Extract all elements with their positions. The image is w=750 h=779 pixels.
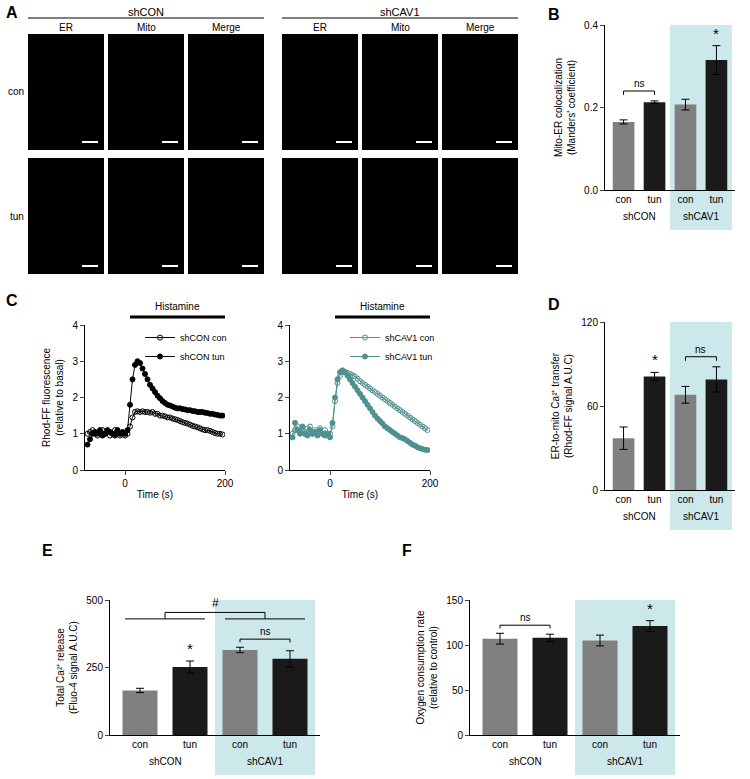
svg-text:Merge: Merge xyxy=(212,22,241,33)
svg-text:shCAV1 tun: shCAV1 tun xyxy=(385,352,432,362)
svg-text:200: 200 xyxy=(217,478,234,489)
svg-text:0.0: 0.0 xyxy=(584,185,598,196)
svg-text:ER: ER xyxy=(313,22,327,33)
svg-text:shCON con: shCON con xyxy=(180,333,227,343)
svg-text:Mito: Mito xyxy=(137,22,156,33)
svg-text:250: 250 xyxy=(86,662,103,673)
svg-text:con: con xyxy=(232,739,248,750)
svg-text:1: 1 xyxy=(72,428,78,439)
svg-text:tun: tun xyxy=(183,739,197,750)
svg-text:200: 200 xyxy=(422,478,439,489)
svg-text:ns: ns xyxy=(695,344,706,355)
svg-text:Rhod-FF fluorescence(relative: Rhod-FF fluorescence(relative to basal) xyxy=(41,348,65,447)
svg-text:shCAV1: shCAV1 xyxy=(380,6,420,18)
svg-text:0.4: 0.4 xyxy=(584,20,598,31)
svg-text:tun: tun xyxy=(10,211,24,222)
svg-text:Mito: Mito xyxy=(391,22,410,33)
svg-text:shCON tun: shCON tun xyxy=(180,352,225,362)
svg-text:con: con xyxy=(8,86,24,97)
svg-text:F: F xyxy=(402,542,412,559)
svg-text:0.2: 0.2 xyxy=(584,102,598,113)
svg-text:tun: tun xyxy=(709,494,723,505)
svg-text:0: 0 xyxy=(457,730,463,741)
svg-text:ns: ns xyxy=(260,626,271,637)
svg-text:ER: ER xyxy=(59,22,73,33)
svg-text:shCAV1: shCAV1 xyxy=(247,756,283,767)
svg-text:tun: tun xyxy=(648,194,662,205)
svg-text:shCAV1: shCAV1 xyxy=(607,756,643,767)
svg-text:Total Ca²⁺ release(Fluo-4 sign: Total Ca²⁺ release(Fluo-4 signal A.U.C) xyxy=(55,621,79,714)
svg-text:60: 60 xyxy=(587,401,599,412)
svg-text:C: C xyxy=(6,292,18,309)
svg-text:tun: tun xyxy=(709,194,723,205)
svg-text:ns: ns xyxy=(520,612,531,623)
svg-text:Oxygen consumption rate(relati: Oxygen consumption rate(relative to cont… xyxy=(415,610,439,724)
svg-text:E: E xyxy=(42,542,53,559)
svg-text:Histamine: Histamine xyxy=(155,301,200,312)
svg-text:ER-to-mito Ca²⁺ transfer(Rhod-: ER-to-mito Ca²⁺ transfer(Rhod-FF signal … xyxy=(550,352,574,459)
svg-text:0: 0 xyxy=(72,465,78,476)
svg-text:0: 0 xyxy=(122,478,128,489)
svg-text:*: * xyxy=(187,640,193,657)
svg-text:4: 4 xyxy=(277,320,283,331)
svg-text:shCAV1: shCAV1 xyxy=(683,211,719,222)
svg-text:*: * xyxy=(647,600,653,617)
svg-text:shCON: shCON xyxy=(623,511,656,522)
svg-text:con: con xyxy=(677,194,693,205)
svg-text:shCON: shCON xyxy=(128,6,164,18)
svg-text:Merge: Merge xyxy=(466,22,495,33)
svg-text:A: A xyxy=(6,4,18,21)
svg-text:Histamine: Histamine xyxy=(360,301,405,312)
svg-text:shCON: shCON xyxy=(149,756,182,767)
svg-text:4: 4 xyxy=(72,320,78,331)
svg-text:150: 150 xyxy=(446,595,463,606)
svg-text:shCON: shCON xyxy=(623,211,656,222)
svg-text:2: 2 xyxy=(277,392,283,403)
svg-text:con: con xyxy=(616,194,632,205)
svg-text:100: 100 xyxy=(446,640,463,651)
svg-text:tun: tun xyxy=(643,739,657,750)
svg-text:3: 3 xyxy=(277,356,283,367)
svg-text:500: 500 xyxy=(86,595,103,606)
svg-text:0: 0 xyxy=(97,730,103,741)
svg-text:120: 120 xyxy=(581,317,598,328)
svg-text:50: 50 xyxy=(452,685,464,696)
svg-text:con: con xyxy=(592,739,608,750)
svg-text:2: 2 xyxy=(72,392,78,403)
svg-text:ns: ns xyxy=(634,78,645,89)
svg-text:con: con xyxy=(132,739,148,750)
svg-text:0: 0 xyxy=(592,485,598,496)
svg-text:3: 3 xyxy=(72,356,78,367)
svg-text:con: con xyxy=(492,739,508,750)
svg-text:D: D xyxy=(548,296,560,313)
svg-text:tun: tun xyxy=(283,739,297,750)
svg-text:tun: tun xyxy=(648,494,662,505)
svg-text:0: 0 xyxy=(277,465,283,476)
svg-text:B: B xyxy=(548,6,560,23)
svg-text:*: * xyxy=(652,351,658,368)
svg-text:1: 1 xyxy=(277,428,283,439)
svg-text:shCAV1: shCAV1 xyxy=(683,511,719,522)
svg-text:tun: tun xyxy=(543,739,557,750)
svg-text:Time (s): Time (s) xyxy=(137,489,173,500)
svg-text:shCAV1 con: shCAV1 con xyxy=(385,333,434,343)
svg-text:shCON: shCON xyxy=(509,756,542,767)
svg-text:#: # xyxy=(212,596,219,610)
svg-text:Time (s): Time (s) xyxy=(342,489,378,500)
svg-text:con: con xyxy=(616,494,632,505)
svg-text:0: 0 xyxy=(327,478,333,489)
svg-text:*: * xyxy=(713,25,719,42)
svg-text:Mito-ER colocalization(Manders: Mito-ER colocalization(Manders' coeffici… xyxy=(553,58,577,157)
svg-text:con: con xyxy=(677,494,693,505)
